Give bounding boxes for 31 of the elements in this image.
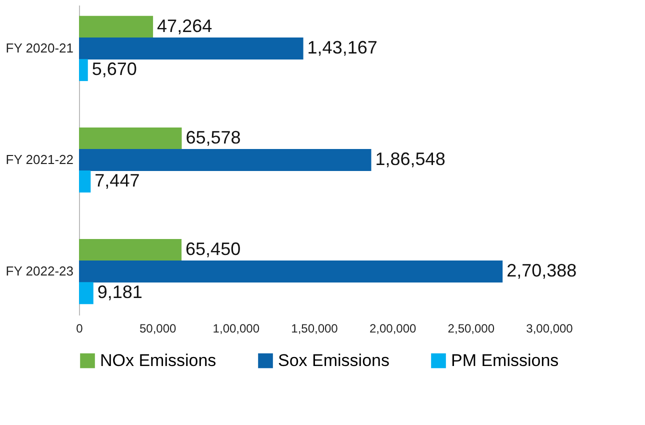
bar [79,59,88,82]
x-tick-label: 50,000 [139,322,177,336]
data-label: 1,86,548 [375,149,446,169]
legend-label: PM Emissions [451,350,559,370]
data-label: 1,43,167 [307,37,378,58]
bar [79,37,304,60]
bar [79,16,154,38]
bar [79,127,182,150]
bar [79,238,182,261]
y-tick-label: FY 2021-22 [6,152,74,167]
x-tick-label: 3,00,000 [526,322,574,336]
data-label: 9,181 [97,282,142,302]
bar [79,170,91,193]
x-tick-label: 1,00,000 [212,322,260,336]
x-tick-label: 0 [76,322,84,336]
y-tick-label: FY 2020-21 [6,40,74,56]
x-tick-label: 2,00,000 [369,322,417,336]
bar [79,282,94,304]
bar [79,260,503,283]
legend-label: NOx Emissions [100,350,216,370]
x-tick-label: 2,50,000 [448,322,495,336]
x-tick-label: 1,50,000 [291,322,338,336]
data-label: 2,70,388 [506,260,577,281]
legend-label: Sox Emissions [278,350,390,370]
data-label: 5,670 [92,59,137,80]
y-tick-label: FY 2022-23 [6,264,74,279]
data-label: 7,447 [94,170,140,191]
data-label: 47,264 [157,16,212,36]
data-label: 65,450 [186,238,241,259]
data-label: 65,578 [186,127,241,148]
bar [79,149,372,171]
